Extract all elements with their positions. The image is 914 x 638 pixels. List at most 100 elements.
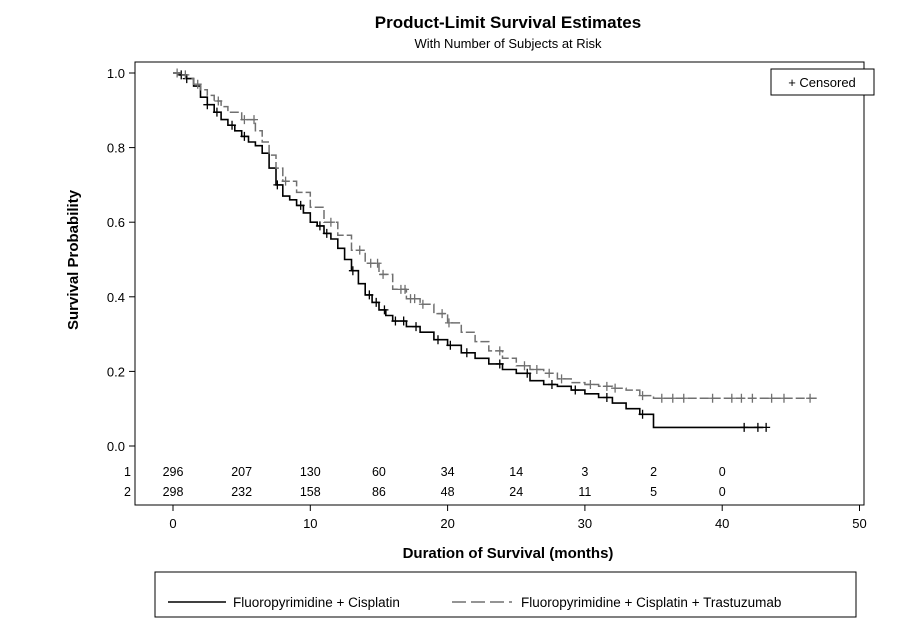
- censor-mark-series-2: [611, 383, 620, 393]
- censor-mark-series-2: [767, 393, 776, 403]
- censor-mark-series-2: [240, 115, 249, 125]
- censor-mark-series-2: [418, 299, 427, 309]
- censor-mark-series-2: [355, 245, 364, 255]
- y-tick-label: 0.0: [107, 439, 125, 454]
- censor-mark-series-2: [779, 393, 788, 403]
- censor-mark-series-1: [399, 316, 408, 326]
- censor-mark-series-2: [250, 115, 259, 125]
- censored-legend: + Censored: [770, 68, 875, 96]
- censor-mark-series-1: [315, 221, 324, 231]
- survival-curve-series-2: [173, 72, 819, 400]
- risk-count: 298: [163, 485, 184, 499]
- x-tick-label: 0: [169, 516, 176, 531]
- censored-legend-box: [770, 68, 875, 96]
- censored-legend-text: + Censored: [788, 75, 856, 90]
- censor-mark-series-2: [173, 68, 182, 78]
- risk-count: 48: [441, 485, 455, 499]
- censor-mark-series-2: [657, 393, 666, 403]
- censor-mark-series-2: [326, 217, 335, 227]
- censor-mark-series-1: [602, 393, 611, 403]
- y-axis-label: Survival Probability: [65, 189, 82, 330]
- censor-mark-series-1: [228, 120, 237, 130]
- censor-mark-series-1: [212, 107, 221, 117]
- y-tick-label: 1.0: [107, 66, 125, 81]
- risk-count: 130: [300, 465, 321, 479]
- censor-mark-series-1: [571, 385, 580, 395]
- censor-mark-series-1: [273, 180, 282, 190]
- legend-label-series-1: Fluoropyrimidine + Cisplatin: [233, 595, 400, 610]
- risk-count: 14: [509, 465, 523, 479]
- risk-table: 1 296 207 130 60 34 14 3 2 0 2 298 232 158 86 48 24 11 5 0: [124, 465, 726, 499]
- censor-mark-series-1: [495, 359, 504, 369]
- y-tick-label: 0.2: [107, 364, 125, 379]
- censor-mark-series-1: [203, 100, 212, 110]
- censor-mark-series-2: [638, 391, 647, 401]
- survival-curve-series-1: [173, 72, 764, 429]
- censor-mark-series-2: [401, 284, 410, 294]
- censor-mark-series-2: [495, 346, 504, 356]
- censor-marks: [173, 68, 815, 432]
- censor-mark-series-1: [391, 316, 400, 326]
- censor-mark-series-1: [372, 297, 381, 307]
- x-tick-label: 50: [852, 516, 866, 531]
- risk-count: 60: [372, 465, 386, 479]
- censor-mark-series-1: [547, 379, 556, 389]
- y-tick-label: 0.8: [107, 141, 125, 156]
- censor-mark-series-1: [380, 305, 389, 315]
- chart-title: Product-Limit Survival Estimates: [375, 13, 641, 32]
- censor-mark-series-1: [322, 228, 331, 238]
- risk-count: 296: [163, 465, 184, 479]
- censor-mark-series-2: [727, 393, 736, 403]
- censor-mark-series-1: [182, 74, 191, 84]
- series-legend-box: [154, 571, 857, 618]
- censor-mark-series-1: [412, 322, 421, 332]
- censor-mark-series-2: [668, 393, 677, 403]
- risk-row-label: 1: [124, 465, 131, 479]
- y-axis: 0.0 0.2 0.4 0.6 0.8 1.0: [107, 66, 135, 454]
- x-tick-label: 10: [303, 516, 317, 531]
- x-tick-label: 20: [440, 516, 454, 531]
- censor-mark-series-2: [679, 393, 688, 403]
- risk-count: 34: [441, 465, 455, 479]
- censor-mark-series-2: [281, 176, 290, 186]
- plot-frame: [134, 61, 865, 506]
- risk-count: 3: [581, 465, 588, 479]
- risk-count: 86: [372, 485, 386, 499]
- censor-mark-series-1: [638, 409, 647, 419]
- risk-count: 207: [231, 465, 252, 479]
- risk-count: 232: [231, 485, 252, 499]
- x-axis: 0 10 20 30 40 50: [169, 505, 867, 531]
- risk-count: 11: [578, 485, 591, 499]
- censor-mark-series-1: [446, 340, 455, 350]
- censor-mark-series-2: [708, 393, 717, 403]
- censor-mark-series-2: [214, 96, 223, 106]
- censor-mark-series-2: [532, 365, 541, 375]
- censor-mark-series-2: [557, 374, 566, 384]
- censor-mark-series-2: [737, 393, 746, 403]
- censor-mark-series-2: [586, 379, 595, 389]
- censor-mark-series-2: [806, 393, 815, 403]
- x-axis-label: Duration of Survival (months): [403, 545, 614, 562]
- censor-mark-series-2: [410, 294, 419, 304]
- legend-label-series-2: Fluoropyrimidine + Cisplatin + Trastuzum…: [521, 595, 781, 610]
- y-tick-label: 0.4: [107, 290, 125, 305]
- censor-mark-series-1: [462, 348, 471, 358]
- censor-mark-series-2: [193, 79, 202, 89]
- censor-mark-series-2: [602, 381, 611, 391]
- risk-count: 158: [300, 485, 321, 499]
- censor-mark-series-1: [523, 368, 532, 378]
- risk-count: 0: [719, 465, 726, 479]
- censor-mark-series-1: [740, 422, 749, 432]
- censor-mark-series-2: [373, 258, 382, 268]
- censor-mark-series-2: [379, 269, 388, 279]
- censor-mark-series-1: [296, 200, 305, 210]
- chart-subtitle: With Number of Subjects at Risk: [414, 36, 602, 51]
- x-tick-label: 40: [715, 516, 729, 531]
- risk-count: 5: [650, 485, 657, 499]
- censor-mark-series-1: [762, 422, 771, 432]
- censor-mark-series-1: [348, 266, 357, 276]
- risk-count: 0: [719, 485, 726, 499]
- series-legend: Fluoropyrimidine + Cisplatin Fluoropyrim…: [154, 571, 857, 618]
- censor-mark-series-2: [748, 393, 757, 403]
